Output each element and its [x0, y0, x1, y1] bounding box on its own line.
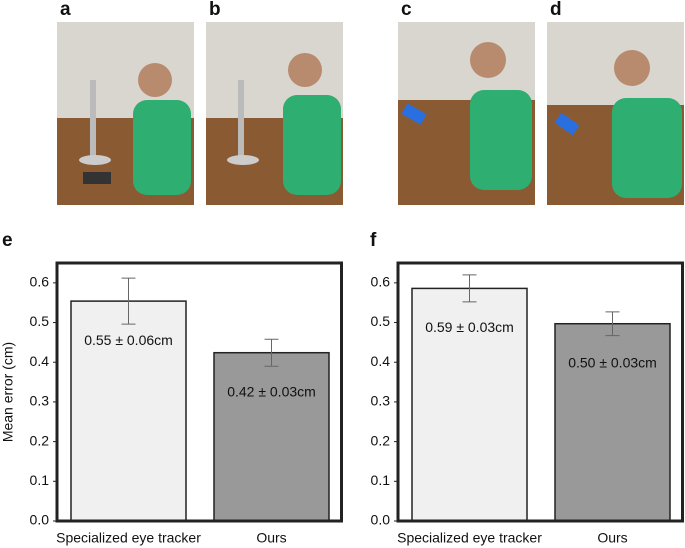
photo-d [547, 22, 684, 205]
panel-label: a [60, 0, 71, 20]
bar [554, 322, 671, 522]
y-tick-label: 0.1 [30, 472, 50, 488]
plot-frame [396, 261, 684, 523]
y-tick-label: 0.4 [30, 353, 50, 369]
x-tick-label: Ours [597, 530, 627, 546]
panel-label: e [2, 230, 13, 251]
value-label: 0.55 ± 0.06cm [84, 332, 173, 348]
x-tick-label: Ours [256, 530, 286, 546]
y-tick-label: 0.5 [30, 313, 50, 329]
y-tick-label: 0.5 [371, 313, 391, 329]
bar [411, 287, 528, 522]
photo-c [398, 22, 535, 205]
panel-label: c [401, 0, 412, 20]
x-tick-label: Specialized eye tracker [56, 530, 201, 546]
y-axis-label: Mean error (cm) [0, 342, 16, 442]
y-tick-label: 0.3 [30, 393, 50, 409]
value-label: 0.50 ± 0.03cm [568, 354, 657, 370]
y-tick-label: 0.3 [371, 393, 391, 409]
y-tick-label: 0.2 [30, 432, 50, 448]
x-tick-label: Specialized eye tracker [397, 530, 542, 546]
error-bar [462, 274, 477, 303]
plot-frame [55, 261, 343, 523]
bar [213, 351, 330, 522]
panel-label: b [209, 0, 221, 20]
y-tick-label: 0.4 [371, 353, 391, 369]
error-bar [605, 311, 620, 337]
y-tick-label: 0.0 [371, 512, 391, 528]
value-label: 0.59 ± 0.03cm [425, 319, 514, 335]
bar [70, 300, 187, 522]
value-label: 0.42 ± 0.03cm [227, 383, 316, 399]
y-tick-label: 0.0 [30, 512, 50, 528]
y-tick-label: 0.2 [371, 432, 391, 448]
photo-b [206, 22, 343, 205]
photo-a [57, 22, 194, 205]
panel-label: d [550, 0, 562, 20]
y-tick-label: 0.1 [371, 472, 391, 488]
y-tick-label: 0.6 [371, 274, 391, 290]
panel-label: f [370, 230, 377, 251]
y-tick-label: 0.6 [30, 274, 50, 290]
error-bar [264, 338, 279, 367]
error-bar [121, 277, 136, 325]
